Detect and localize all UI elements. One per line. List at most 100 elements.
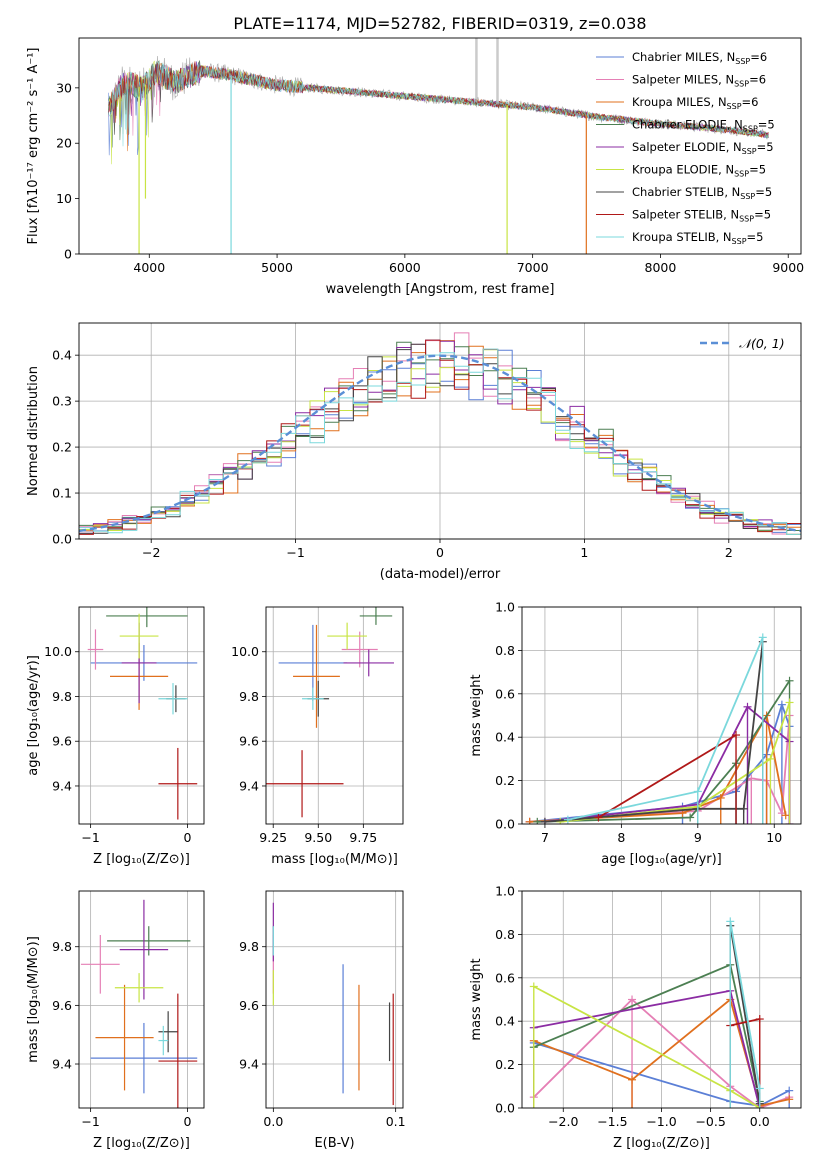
mass_vs_Z-plot (80, 899, 198, 1108)
x-tick-label: −1.5 (597, 1114, 627, 1129)
weight-marker (686, 813, 695, 822)
legend-value: =6 (749, 73, 766, 87)
x-tick-label: 10 (766, 830, 782, 845)
x-axis-label: E(B-V) (314, 1136, 354, 1151)
y-tick-label: 9.4 (239, 778, 259, 793)
x-tick-label: 8000 (645, 260, 677, 275)
weight-marker (766, 754, 775, 824)
weight-marker (743, 702, 752, 824)
legend-value: =5 (749, 163, 766, 177)
legend-value: =6 (742, 95, 759, 109)
y-tick-label: 9.4 (52, 1057, 72, 1072)
weight-line-chabrier-stelib (729, 925, 761, 1104)
x-axis-label: (data-model)/error (380, 567, 501, 582)
x-tick-label: 0 (184, 1114, 192, 1129)
legend-value: =5 (755, 185, 772, 199)
weight-marker (747, 774, 756, 824)
errorbar-salpeter-miles (87, 629, 104, 670)
legend-subscript: SSP (727, 102, 742, 111)
legend-subscript: SSP (735, 57, 750, 66)
y-axis-label: Normed distribution (26, 366, 41, 496)
y-tick-label: 0.8 (495, 927, 515, 942)
axes-frame (78, 606, 205, 825)
errorbar-chabrier-elodie (359, 607, 393, 625)
x-tick-label: 8 (617, 830, 625, 845)
x-tick-label: −1 (286, 545, 304, 560)
age_vs_Z-plot (87, 607, 198, 820)
y-tick-label: 9.6 (239, 998, 259, 1013)
y-tick-label: 0.8 (495, 643, 515, 658)
errorbar-salpeter-miles (341, 631, 378, 668)
weight-marker (785, 698, 794, 824)
x-tick-label: −1 (81, 830, 99, 845)
weight-line-chabrier-elodie (533, 963, 761, 1102)
x-tick-label: −0.5 (695, 1114, 725, 1129)
age_vs_mass-axes (266, 607, 403, 824)
legend-label: Kroupa ELODIE, NSSP=5 (632, 163, 766, 179)
y-tick-label: 9.8 (239, 689, 259, 704)
x-tick-label: 4000 (133, 260, 165, 275)
x-tick-label: 9 (694, 830, 702, 845)
y-tick-label: 9.6 (239, 734, 259, 749)
errorbar-salpeter-stelib (266, 750, 344, 818)
weight-marker (755, 1084, 764, 1108)
legend-value: =5 (757, 140, 774, 154)
weight-line-kroupa-elodie (560, 702, 791, 823)
y-tick-label: 0.0 (52, 532, 72, 547)
legend-subscript: SSP (743, 125, 758, 134)
weight-marker (781, 811, 790, 820)
legend-label: Chabrier STELIB, NSSP=5 (632, 185, 772, 201)
x-tick-label: 5000 (261, 260, 293, 275)
x-axis-label: mass [log₁₀(M/M⊙)] (271, 852, 398, 867)
weight-line-chabrier-stelib (544, 641, 764, 823)
errorbar-kroupa-stelib (302, 687, 324, 710)
weight-marker (533, 817, 542, 824)
legend-subscript: SSP (734, 80, 749, 89)
x-tick-label: 7000 (517, 260, 549, 275)
errorbar-kroupa-stelib (158, 1025, 169, 1056)
axes-frame (521, 606, 802, 825)
axes-frame (78, 322, 802, 540)
legend-label: Salpeter MILES, NSSP=6 (632, 73, 766, 89)
y-tick-label: 9.8 (52, 939, 72, 954)
mass_weight_vs_Z-frame: −2.0 −1.5 −1.0 −0.5 0.0 0.0 0.2 0.4 0.6 0.8 1.0 Z [… (469, 884, 802, 1151)
y-axis-label: mass weight (469, 674, 484, 756)
errorbar-salpeter-elodie (119, 899, 169, 1000)
x-tick-label: 9.25 (259, 830, 287, 845)
weight-marker (726, 917, 735, 1108)
y-axis-label: age [log₁₀(age/yr)] (26, 655, 41, 776)
mass_vs_Z-axes (79, 891, 204, 1108)
errorbar-chabrier-elodie (106, 607, 188, 628)
residuals-frame: −2 −1 0 1 2 0.0 0.1 0.2 0.3 0.4 (data-model)/error… (26, 322, 802, 582)
age_vs_mass-plot (266, 607, 394, 818)
age_vs_Z-axes (79, 607, 204, 824)
axes-frame (78, 890, 205, 1109)
legend-value: =6 (750, 50, 767, 64)
legend: 𝒩(0, 1) (700, 336, 785, 351)
y-axis-label: mass [log₁₀(M/M⊙)] (26, 936, 41, 1063)
figure-title: PLATE=1174, MJD=52782, FIBERID=0319, z=0… (233, 14, 646, 33)
y-tick-label: 10.0 (44, 644, 72, 659)
x-tick-label: 1 (580, 545, 588, 560)
errorbar-kroupa-miles (293, 624, 340, 728)
x-axis-label: Z [log₁₀(Z/Z⊙)] (93, 1136, 190, 1151)
weight-marker (785, 1095, 794, 1104)
legend-subscript: SSP (739, 215, 754, 224)
weight-marker (529, 982, 538, 1108)
mass_vs_EBV-axes (266, 891, 403, 1108)
legend-label: 𝒩(0, 1) (739, 336, 785, 351)
weight-marker (594, 813, 603, 822)
y-tick-label: 0.0 (495, 1101, 515, 1116)
mass_vs_EBV-plot (272, 902, 394, 1106)
errorbar-chabrier-miles (90, 1022, 198, 1094)
x-tick-label: 9.50 (304, 830, 332, 845)
x-tick-label: 0.1 (386, 1114, 406, 1129)
weight-marker (556, 817, 565, 824)
normal-curve (79, 354, 801, 533)
weight-marker (758, 633, 767, 824)
legend-label: Kroupa STELIB, NSSP=5 (632, 230, 763, 246)
mass_vs_EBV-frame: 0.0 0.1 9.4 9.6 9.8 E(B-V) (239, 890, 406, 1151)
errorbar-kroupa-elodie (327, 622, 367, 650)
weight-marker (563, 815, 572, 824)
